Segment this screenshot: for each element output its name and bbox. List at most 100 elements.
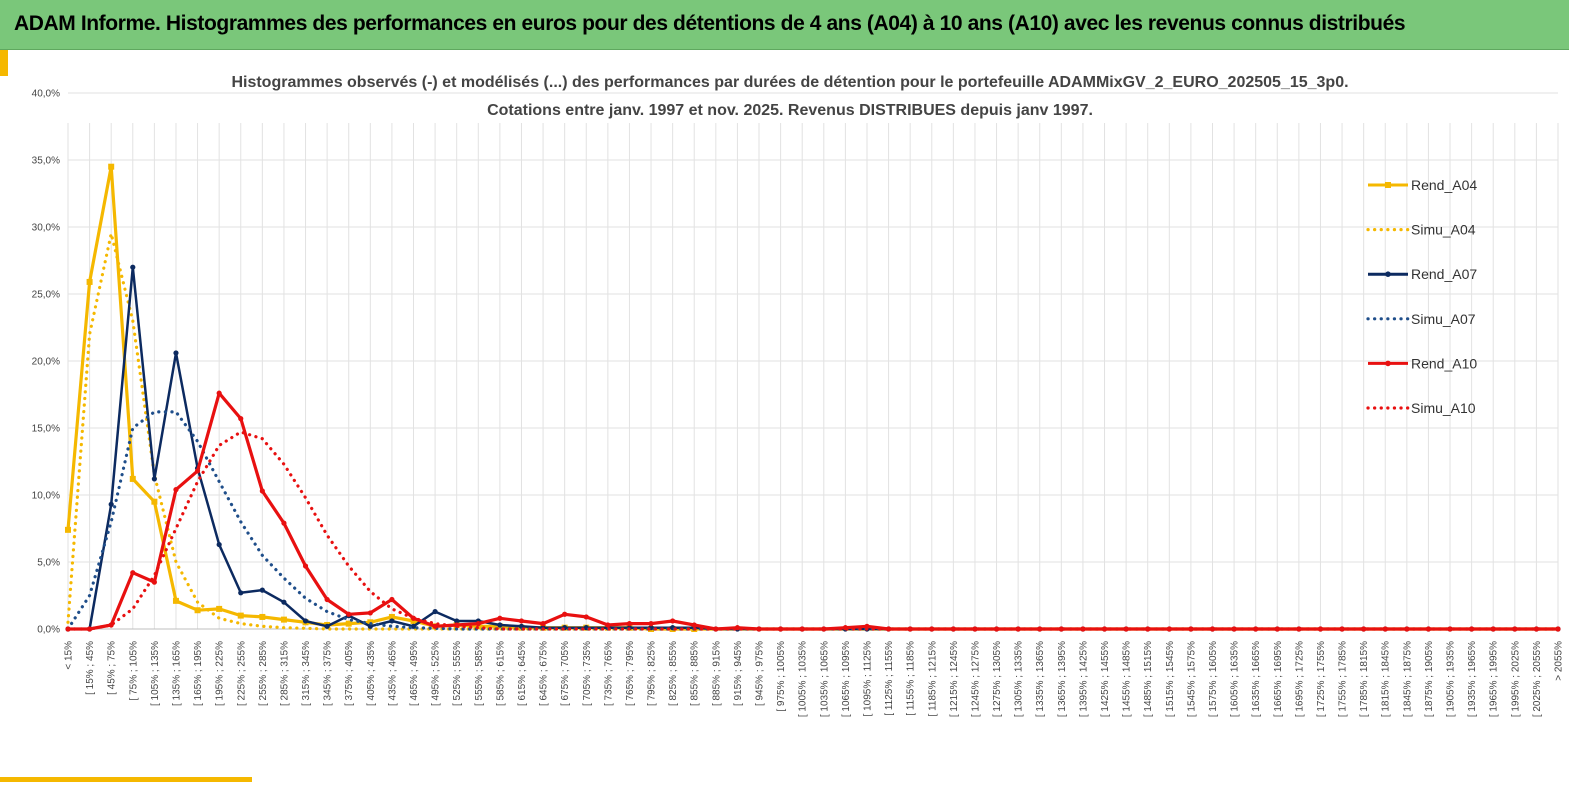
data-point-rend_a10	[194, 468, 201, 474]
data-point-rend_a07	[216, 541, 222, 548]
data-point-rend_a07	[151, 476, 157, 482]
x-axis: < 15% [ 15% ; 45% [ 45% ; 75% [ 75% ; 105% […	[64, 628, 1565, 717]
data-point-rend_a04	[129, 475, 136, 482]
data-point-rend_a10	[281, 520, 287, 526]
data-point-rend_a10	[259, 488, 265, 494]
data-point-rend_a07	[259, 587, 265, 593]
data-point-rend_a10	[605, 622, 611, 628]
x-tick-label: [ 1875% ; 1905%	[1424, 641, 1435, 717]
x-tick-label: [ 255% ; 285%	[258, 641, 269, 706]
x-tick-label: [ 1095% ; 1125%	[862, 641, 873, 717]
data-point-rend_a10	[173, 487, 179, 493]
x-tick-label: < 15%	[64, 641, 75, 670]
data-point-rend_a04	[237, 612, 244, 619]
x-tick-label: [ 195% ; 225%	[215, 641, 226, 706]
data-point-rend_a10	[821, 626, 827, 632]
accent-bar-bottom	[0, 777, 252, 782]
x-tick-label: [ 345% ; 375%	[323, 641, 334, 706]
x-tick-label: [ 615% ; 645%	[517, 641, 528, 706]
series-line-rend_a04	[66, 165, 1558, 631]
chart-title: Histogrammes observés (-) et modélisés (…	[231, 74, 1348, 119]
data-point-rend_a07	[173, 350, 179, 356]
data-point-rend_a10	[562, 611, 568, 617]
legend-label-simu_a07: Simu_A07	[1411, 311, 1476, 327]
x-tick-label: [ 1515% ; 1545%	[1165, 641, 1176, 717]
data-point-rend_a07	[238, 590, 244, 596]
data-point-rend_a04	[388, 613, 395, 620]
x-tick-label: [ 375% ; 405%	[344, 641, 355, 706]
x-tick-label: [ 495% ; 525%	[431, 641, 442, 706]
x-tick-label: [ 945% ; 975%	[755, 641, 766, 706]
data-point-rend_a04	[216, 605, 223, 612]
legend-label-rend_a10: Rend_A10	[1411, 355, 1477, 371]
data-point-rend_a10	[367, 610, 373, 616]
x-tick-label: [ 285% ; 315%	[279, 641, 290, 706]
x-tick-label: [ 1485% ; 1515%	[1143, 641, 1154, 717]
x-tick-label: [ 975% ; 1005%	[776, 641, 787, 712]
y-tick-label: 0,0%	[37, 625, 60, 636]
data-point-rend_a10	[324, 596, 330, 603]
x-tick-label: [ 1785% ; 1815%	[1359, 641, 1370, 717]
data-point-rend_a10	[1447, 626, 1453, 632]
x-tick-label: [ 1725% ; 1755%	[1316, 641, 1327, 717]
y-axis: 0,0% 5,0% 10,0% 15,0% 20,0% 25,0% 30,0% 35,0% 40…	[32, 89, 60, 636]
x-tick-label: [ 1005% ; 1035%	[798, 641, 809, 717]
x-tick-label: [ 1215% ; 1245%	[949, 641, 960, 717]
data-point-rend_a10	[475, 621, 481, 627]
data-point-rend_a04	[259, 613, 266, 620]
x-tick-label: [ 555% ; 585%	[474, 641, 485, 706]
series-line-simu_a04	[66, 232, 1560, 631]
legend: Rend_A04 Simu_A04 Rend_A07 Simu_A07 Rend_A10…	[1366, 177, 1477, 416]
data-point-rend_a04	[194, 607, 201, 614]
x-tick-label: [ 1335% ; 1365%	[1035, 641, 1046, 717]
x-tick-label: [ 645% ; 675%	[539, 641, 550, 706]
y-tick-label: 20,0%	[32, 357, 60, 368]
data-point-rend_a04	[475, 623, 482, 630]
data-point-rend_a10	[1145, 626, 1151, 632]
data-point-rend_a10	[670, 618, 676, 624]
x-tick-label: [ 585% ; 615%	[495, 641, 506, 706]
legend-label-simu_a04: Simu_A04	[1411, 222, 1476, 238]
x-tick-label: [ 1065% ; 1095%	[841, 641, 852, 717]
chart-area: Histogrammes observés (-) et modélisés (…	[32, 74, 1565, 717]
x-tick-label: [ 525% ; 555%	[452, 641, 463, 706]
x-tick-label: [ 795% ; 825%	[647, 641, 658, 706]
y-tick-label: 25,0%	[32, 290, 60, 301]
x-tick-label: [ 105% ; 135%	[150, 641, 161, 706]
x-tick-label: [ 225% ; 255%	[236, 641, 247, 706]
x-tick-label: [ 705% ; 735%	[582, 641, 593, 706]
data-point-rend_a10	[626, 621, 633, 627]
data-point-rend_a07	[281, 599, 287, 605]
x-tick-label: [ 1965% ; 1995%	[1489, 641, 1500, 717]
data-point-rend_a10	[216, 390, 222, 396]
data-point-rend_a10	[130, 570, 136, 576]
accent-bar-top	[0, 50, 8, 76]
x-tick-label: [ 735% ; 765%	[603, 641, 614, 706]
data-point-rend_a07	[324, 623, 330, 629]
x-tick-label: [ 675% ; 705%	[560, 641, 571, 706]
x-tick-label: [ 1275% ; 1305%	[992, 641, 1003, 717]
x-tick-label: > 2055%	[1554, 641, 1565, 681]
x-tick-label: [ 1455% ; 1485%	[1122, 641, 1133, 717]
x-tick-label: [ 1035% ; 1065%	[819, 641, 830, 717]
x-tick-label: [ 1755% ; 1785%	[1338, 641, 1349, 717]
data-point-rend_a10	[540, 621, 546, 627]
data-point-rend_a10	[864, 623, 870, 629]
series-line-simu_a07	[66, 410, 1560, 631]
x-tick-label: [ 1185% ; 1215%	[927, 641, 938, 717]
gridlines	[67, 92, 1559, 630]
x-tick-label: [ 1635% ; 1665%	[1251, 641, 1262, 717]
x-tick-label: [ 765% ; 795%	[625, 641, 636, 706]
x-tick-label: [ 1575% ; 1605%	[1208, 641, 1219, 717]
x-tick-label: [ 1845% ; 1875%	[1402, 641, 1413, 717]
x-tick-label: [ 165% ; 195%	[193, 641, 204, 706]
y-tick-label: 30,0%	[32, 223, 60, 234]
data-point-rend_a07	[410, 623, 417, 629]
legend-label-rend_a07: Rend_A07	[1411, 266, 1477, 282]
chart-title-line-2: Cotations entre janv. 1997 et nov. 2025.…	[487, 102, 1093, 119]
data-point-rend_a07	[108, 501, 114, 507]
x-tick-label: [ 1935% ; 1965%	[1467, 641, 1478, 717]
data-point-rend_a04	[345, 620, 352, 627]
legend-marker	[1385, 271, 1391, 277]
chart-title-line-1: Histogrammes observés (-) et modélisés (…	[231, 74, 1348, 91]
